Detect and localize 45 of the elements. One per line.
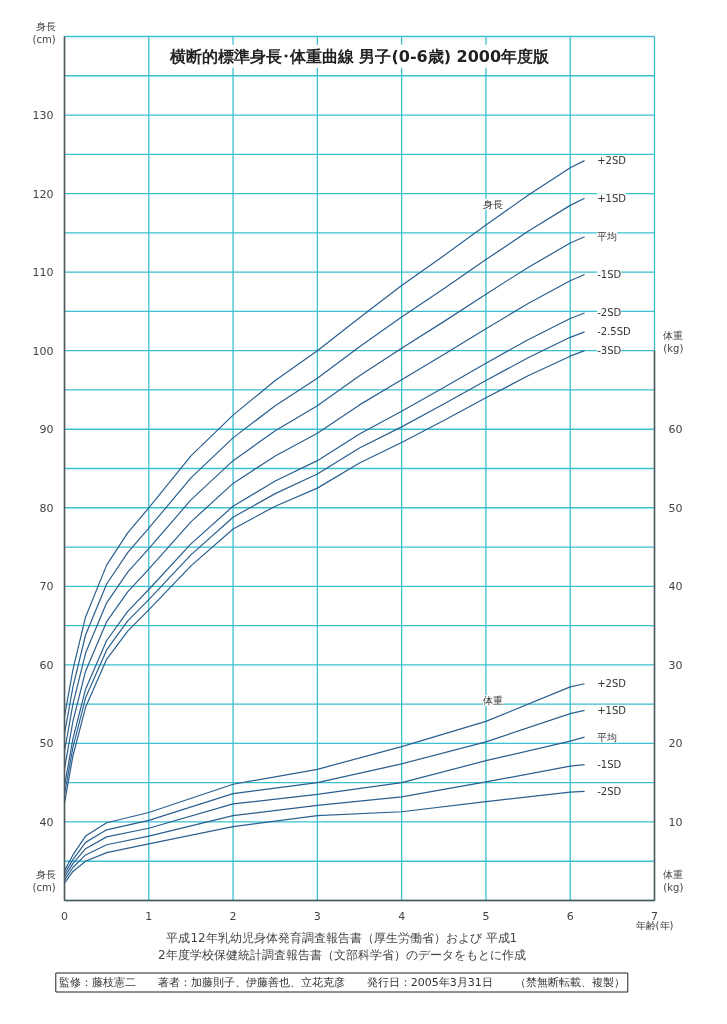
series-label: -2SD — [597, 307, 622, 319]
x-tick-label: 1 — [145, 909, 153, 923]
y-tick-label: 80 — [39, 501, 54, 515]
y2-tick-label: 20 — [668, 737, 683, 751]
series-label: +2SD — [597, 155, 627, 167]
x-tick-label: 5 — [482, 909, 490, 923]
series-label: 平均 — [597, 231, 618, 243]
y2-tick-label: 50 — [668, 501, 683, 515]
y-tick-label: 70 — [39, 580, 54, 594]
y-tick-label: 60 — [39, 658, 54, 672]
text: 監修：藤枝憲二 著者：加藤則子、伊藤善也、立花克彦 発行日：2005年3月31日 （禁無断転載、複製） — [58, 976, 625, 989]
y-tick-label: 90 — [39, 423, 54, 437]
x-tick-label: 3 — [313, 909, 321, 923]
y2-tick-label: 30 — [668, 658, 683, 672]
x-tick-label: 2 — [229, 909, 237, 923]
text: 平成12年乳幼児身体発育調査報告書（厚生労働省）および 平成12年度学校保健統計調査報告書（文部科学省）のデータをもとに作成 — [157, 931, 526, 962]
y2-tick-label: 60 — [668, 423, 683, 437]
y2-tick-label: 40 — [668, 580, 683, 594]
annotation: 身長 — [482, 198, 503, 210]
x-tick-label: 6 — [566, 909, 574, 923]
y-tick-label: 130 — [32, 109, 54, 123]
y2-tick-label: 10 — [668, 815, 683, 829]
x-tick-label: 0 — [61, 909, 68, 923]
series-label: -1SD — [597, 759, 622, 771]
x-axis-title: 年齢(年) — [635, 919, 674, 931]
x-tick-label: 4 — [398, 909, 406, 923]
annotation: 体重 — [482, 695, 503, 707]
y-tick-label: 50 — [39, 737, 54, 751]
series-label: -2.5SD — [597, 326, 632, 338]
y-axis-title: 身長 (cm) — [32, 20, 56, 46]
series-label: -2SD — [597, 785, 622, 797]
y-tick-label: 120 — [32, 187, 54, 201]
text: 身長 (cm) — [32, 868, 56, 893]
y2-axis-title: 体重 (kg) — [663, 329, 684, 355]
y-tick-label: 110 — [32, 266, 54, 280]
y-tick-label: 100 — [32, 344, 54, 358]
series-label: -3SD — [597, 345, 622, 357]
series-label: 平均 — [597, 731, 618, 743]
series-label: +1SD — [597, 192, 627, 204]
text: 横断的標準身長･体重曲線 男子(0-6歳) 2000年度版 — [168, 46, 551, 66]
series-label: -1SD — [597, 268, 622, 280]
y-tick-label: 40 — [39, 815, 54, 829]
text: 体重 (kg) — [663, 868, 684, 893]
series-label: +1SD — [597, 704, 627, 716]
series-label: +2SD — [597, 678, 627, 690]
